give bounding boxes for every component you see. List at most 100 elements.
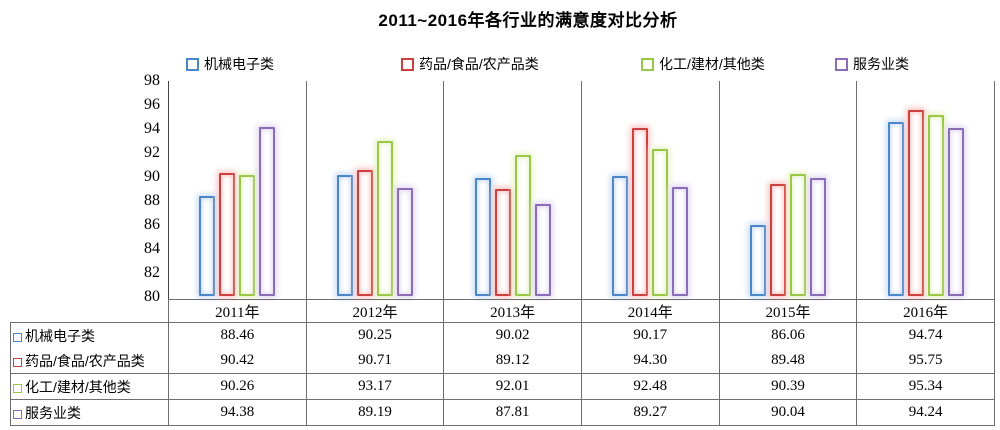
- value-cell: 90.42: [168, 348, 307, 374]
- bar: [927, 115, 944, 296]
- y-axis-label: 90: [144, 168, 160, 185]
- year-header-cell: 2012年: [305, 299, 445, 323]
- bar: [750, 225, 767, 296]
- table-row-服务业类: 服务业类 94.38 89.19 87.81 89.27 90.04 94.24: [10, 399, 995, 426]
- bar: [632, 128, 649, 296]
- series-label-cell: 化工/建材/其他类: [10, 373, 169, 400]
- category-group-2015年: [720, 81, 858, 299]
- category-group-2013年: [444, 81, 583, 299]
- table-row-机械电子类: 机械电子类 88.46 90.25 90.02 90.17 86.06 94.74: [10, 322, 995, 348]
- bar: [652, 149, 669, 296]
- row-key-swatch-icon: [13, 409, 22, 419]
- value-cell: 95.34: [856, 373, 995, 400]
- y-axis: 98 96 94 92 90 88 86 84 82 80: [0, 72, 160, 305]
- series-label-cell: 服务业类: [10, 399, 169, 426]
- legend-item-label: 机械电子类: [204, 56, 274, 72]
- bar: [887, 122, 904, 296]
- legend-item-0: 机械电子类: [186, 54, 274, 74]
- value-cell: 87.81: [443, 399, 582, 426]
- legend-item-label: 化工/建材/其他类: [659, 56, 765, 72]
- legend-item-label: 服务业类: [853, 56, 909, 72]
- bar: [357, 170, 373, 296]
- y-axis-label: 98: [144, 72, 160, 89]
- value-cell: 90.71: [305, 348, 445, 374]
- bar: [199, 196, 216, 296]
- y-axis-label: 82: [144, 264, 160, 281]
- legend-item-1: 药品/食品/农产品类: [401, 54, 539, 74]
- y-axis-label: 88: [144, 192, 160, 209]
- row-key-swatch-icon: [13, 383, 22, 393]
- value-cell: 92.48: [580, 373, 720, 400]
- value-cell: 88.46: [168, 322, 307, 348]
- value-cell: 89.12: [443, 348, 582, 374]
- year-header-cell: 2011年: [168, 299, 307, 323]
- legend-key-swatch-icon: [186, 57, 199, 71]
- value-cell: 90.39: [718, 373, 858, 400]
- data-table: 2011年 2012年 2013年 2014年 2015年 2016年机械电子类 88.46…: [10, 299, 995, 426]
- plot-area: [168, 81, 996, 299]
- chart-title: 2011~2016年各行业的满意度对比分析: [378, 11, 678, 30]
- bar: [514, 155, 531, 296]
- y-axis-label: 84: [144, 240, 160, 257]
- year-header-cell: 2013年: [443, 299, 582, 323]
- bar: [219, 173, 236, 296]
- bar: [612, 176, 629, 296]
- series-name: 机械电子类: [25, 327, 95, 344]
- category-group-2011年: [169, 81, 307, 299]
- bar: [672, 187, 689, 296]
- value-cell: 90.26: [168, 373, 307, 400]
- value-cell: 94.30: [580, 348, 720, 374]
- y-axis-label: 94: [144, 120, 160, 137]
- series-name: 服务业类: [25, 404, 81, 421]
- series-name: 化工/建材/其他类: [25, 378, 131, 395]
- y-axis-label: 92: [144, 144, 160, 161]
- bar: [259, 127, 276, 296]
- series-label-cell: 药品/食品/农产品类: [10, 348, 169, 374]
- bar: [494, 189, 511, 296]
- value-cell: 95.75: [856, 348, 995, 374]
- bar: [810, 178, 827, 296]
- bar: [790, 174, 807, 296]
- value-cell: 93.17: [305, 373, 445, 400]
- value-cell: 92.01: [443, 373, 582, 400]
- value-cell: 90.17: [580, 322, 720, 348]
- value-cell: 90.02: [443, 322, 582, 348]
- value-cell: 94.24: [856, 399, 995, 426]
- value-cell: 94.74: [856, 322, 995, 348]
- series-label-cell: 机械电子类: [10, 322, 169, 348]
- table-header-row: 2011年 2012年 2013年 2014年 2015年 2016年: [11, 299, 995, 323]
- bar: [770, 184, 787, 296]
- bar: [397, 188, 413, 296]
- table-row-化工/建材/其他类: 化工/建材/其他类 90.26 93.17 92.01 92.48 90.39 95.34: [10, 373, 995, 400]
- row-key-swatch-icon: [13, 332, 22, 342]
- value-cell: 94.38: [168, 399, 307, 426]
- table-corner-spacer: [11, 300, 169, 323]
- bar: [239, 175, 256, 296]
- value-cell: 89.19: [305, 399, 445, 426]
- bar: [377, 141, 393, 296]
- year-header-cell: 2014年: [580, 299, 720, 323]
- series-name: 药品/食品/农产品类: [25, 352, 145, 369]
- value-cell: 89.48: [718, 348, 858, 374]
- value-cell: 86.06: [718, 322, 858, 348]
- bar: [337, 175, 353, 296]
- bar: [907, 110, 924, 296]
- legend-key-swatch-icon: [641, 57, 654, 71]
- bar: [534, 204, 551, 296]
- category-group-2012年: [307, 81, 445, 299]
- year-header-cell: 2015年: [718, 299, 858, 323]
- category-group-2016年: [857, 81, 996, 299]
- table-row-药品/食品/农产品类: 药品/食品/农产品类 90.42 90.71 89.12 94.30 89.48 95.75: [10, 348, 995, 374]
- legend-item-3: 服务业类: [835, 54, 909, 74]
- y-axis-label: 80: [144, 288, 160, 305]
- legend: 机械电子类 药品/食品/农产品类 化工/建材/其他类 服务业类: [0, 54, 1000, 76]
- legend-item-label: 药品/食品/农产品类: [419, 56, 539, 72]
- y-axis-label: 96: [144, 96, 160, 113]
- y-axis-label: 86: [144, 216, 160, 233]
- bar: [474, 178, 491, 296]
- value-cell: 90.25: [305, 322, 445, 348]
- legend-key-swatch-icon: [835, 57, 848, 71]
- legend-key-swatch-icon: [401, 57, 414, 71]
- category-group-2014年: [582, 81, 720, 299]
